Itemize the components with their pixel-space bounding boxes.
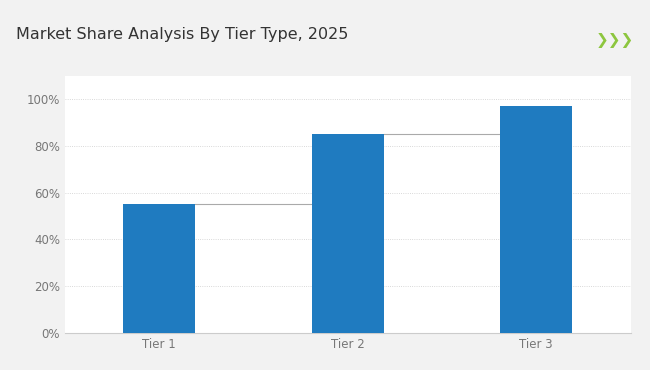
Bar: [124, 204, 195, 333]
Text: ❯❯❯: ❯❯❯: [595, 33, 634, 48]
Text: Market Share Analysis By Tier Type, 2025: Market Share Analysis By Tier Type, 2025: [16, 27, 348, 42]
Bar: [312, 134, 384, 333]
Bar: [500, 106, 572, 333]
